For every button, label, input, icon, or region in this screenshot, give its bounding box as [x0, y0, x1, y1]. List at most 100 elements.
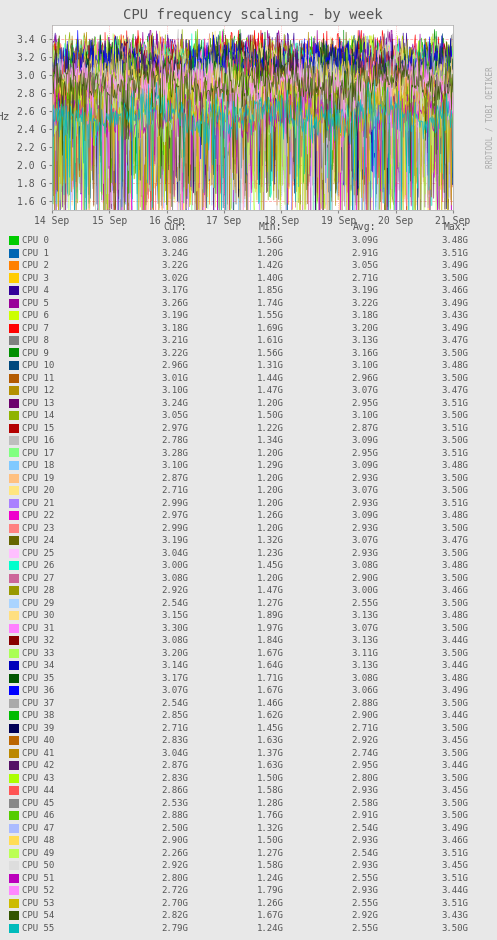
- Text: 2.90G: 2.90G: [351, 573, 378, 583]
- Text: 3.07G: 3.07G: [351, 623, 378, 633]
- Text: CPU 25: CPU 25: [22, 549, 54, 557]
- Text: CPU 27: CPU 27: [22, 573, 54, 583]
- Text: 3.50G: 3.50G: [441, 698, 469, 708]
- Text: 3.44G: 3.44G: [441, 761, 469, 770]
- Text: 3.10G: 3.10G: [162, 386, 188, 395]
- Text: 3.48G: 3.48G: [441, 674, 469, 682]
- Text: 3.49G: 3.49G: [441, 823, 469, 833]
- Text: 2.87G: 2.87G: [162, 761, 188, 770]
- Text: 2.85G: 2.85G: [162, 712, 188, 720]
- Text: 3.50G: 3.50G: [441, 924, 469, 932]
- Text: 3.49G: 3.49G: [441, 323, 469, 333]
- Text: 3.18G: 3.18G: [351, 311, 378, 321]
- Text: 3.02G: 3.02G: [162, 274, 188, 283]
- Text: CPU 52: CPU 52: [22, 886, 54, 895]
- Text: 3.49G: 3.49G: [441, 261, 469, 270]
- Text: 1.84G: 1.84G: [256, 636, 283, 645]
- Text: CPU 2: CPU 2: [22, 261, 49, 270]
- Text: 1.76G: 1.76G: [256, 811, 283, 820]
- Text: 3.08G: 3.08G: [162, 236, 188, 245]
- Text: 2.54G: 2.54G: [162, 599, 188, 607]
- Text: 2.54G: 2.54G: [162, 698, 188, 708]
- Text: 2.93G: 2.93G: [351, 474, 378, 482]
- Text: 3.47G: 3.47G: [441, 386, 469, 395]
- Text: CPU 44: CPU 44: [22, 786, 54, 795]
- Text: 3.47G: 3.47G: [441, 337, 469, 345]
- Text: 3.08G: 3.08G: [162, 636, 188, 645]
- Text: 3.09G: 3.09G: [351, 236, 378, 245]
- Text: 1.79G: 1.79G: [256, 886, 283, 895]
- Text: 2.72G: 2.72G: [162, 886, 188, 895]
- Text: CPU 43: CPU 43: [22, 774, 54, 783]
- Text: 3.19G: 3.19G: [162, 311, 188, 321]
- Text: 3.50G: 3.50G: [441, 411, 469, 420]
- Text: 3.50G: 3.50G: [441, 349, 469, 357]
- Text: 3.48G: 3.48G: [441, 511, 469, 520]
- Text: 3.24G: 3.24G: [162, 399, 188, 408]
- Text: 2.87G: 2.87G: [162, 474, 188, 482]
- Text: CPU 31: CPU 31: [22, 623, 54, 633]
- Text: 2.99G: 2.99G: [162, 498, 188, 508]
- Text: 2.55G: 2.55G: [351, 924, 378, 932]
- Text: Cur:: Cur:: [163, 222, 187, 232]
- Text: 3.45G: 3.45G: [441, 736, 469, 745]
- Text: 3.44G: 3.44G: [441, 712, 469, 720]
- Text: CPU 36: CPU 36: [22, 686, 54, 695]
- Text: CPU 46: CPU 46: [22, 811, 54, 820]
- Text: Avg:: Avg:: [353, 222, 377, 232]
- Text: 3.48G: 3.48G: [441, 462, 469, 470]
- Text: 2.93G: 2.93G: [351, 836, 378, 845]
- Text: 3.10G: 3.10G: [162, 462, 188, 470]
- Text: CPU 11: CPU 11: [22, 373, 54, 383]
- Text: 2.95G: 2.95G: [351, 761, 378, 770]
- Text: 2.71G: 2.71G: [162, 486, 188, 495]
- Text: 3.15G: 3.15G: [162, 611, 188, 620]
- Text: 3.50G: 3.50G: [441, 524, 469, 533]
- Text: 1.56G: 1.56G: [256, 349, 283, 357]
- Text: 1.46G: 1.46G: [256, 698, 283, 708]
- Text: CPU 49: CPU 49: [22, 849, 54, 857]
- Text: 3.48G: 3.48G: [441, 236, 469, 245]
- Text: 2.26G: 2.26G: [162, 849, 188, 857]
- Text: 1.69G: 1.69G: [256, 323, 283, 333]
- Text: 2.82G: 2.82G: [162, 911, 188, 920]
- Text: CPU 8: CPU 8: [22, 337, 49, 345]
- Text: 1.20G: 1.20G: [256, 524, 283, 533]
- Text: 1.20G: 1.20G: [256, 448, 283, 458]
- Text: CPU 9: CPU 9: [22, 349, 49, 357]
- Text: 1.23G: 1.23G: [256, 549, 283, 557]
- Text: 3.50G: 3.50G: [441, 724, 469, 732]
- Text: 3.43G: 3.43G: [441, 911, 469, 920]
- Text: 3.48G: 3.48G: [441, 361, 469, 370]
- Text: CPU 0: CPU 0: [22, 236, 49, 245]
- Text: 3.07G: 3.07G: [351, 486, 378, 495]
- Text: 1.24G: 1.24G: [256, 924, 283, 932]
- Text: 3.51G: 3.51G: [441, 248, 469, 258]
- Text: 1.37G: 1.37G: [256, 748, 283, 758]
- Text: 3.51G: 3.51G: [441, 899, 469, 908]
- Text: 3.06G: 3.06G: [351, 686, 378, 695]
- Text: 3.10G: 3.10G: [351, 411, 378, 420]
- Text: 3.50G: 3.50G: [441, 573, 469, 583]
- Text: 1.62G: 1.62G: [256, 712, 283, 720]
- Text: 2.92G: 2.92G: [351, 736, 378, 745]
- Text: 3.50G: 3.50G: [441, 373, 469, 383]
- Text: 2.87G: 2.87G: [351, 424, 378, 432]
- Text: 3.44G: 3.44G: [441, 661, 469, 670]
- Text: CPU 51: CPU 51: [22, 873, 54, 883]
- Text: 3.14G: 3.14G: [162, 661, 188, 670]
- Text: 3.50G: 3.50G: [441, 774, 469, 783]
- Text: 2.55G: 2.55G: [351, 599, 378, 607]
- Text: CPU 35: CPU 35: [22, 674, 54, 682]
- Text: 1.24G: 1.24G: [256, 873, 283, 883]
- Text: 2.53G: 2.53G: [162, 799, 188, 807]
- Text: 2.50G: 2.50G: [162, 823, 188, 833]
- Text: 1.45G: 1.45G: [256, 561, 283, 571]
- Text: 1.71G: 1.71G: [256, 674, 283, 682]
- Text: CPU 24: CPU 24: [22, 536, 54, 545]
- Text: 3.47G: 3.47G: [441, 536, 469, 545]
- Text: 1.20G: 1.20G: [256, 498, 283, 508]
- Text: 3.22G: 3.22G: [162, 349, 188, 357]
- Text: 2.90G: 2.90G: [351, 712, 378, 720]
- Text: CPU 1: CPU 1: [22, 248, 49, 258]
